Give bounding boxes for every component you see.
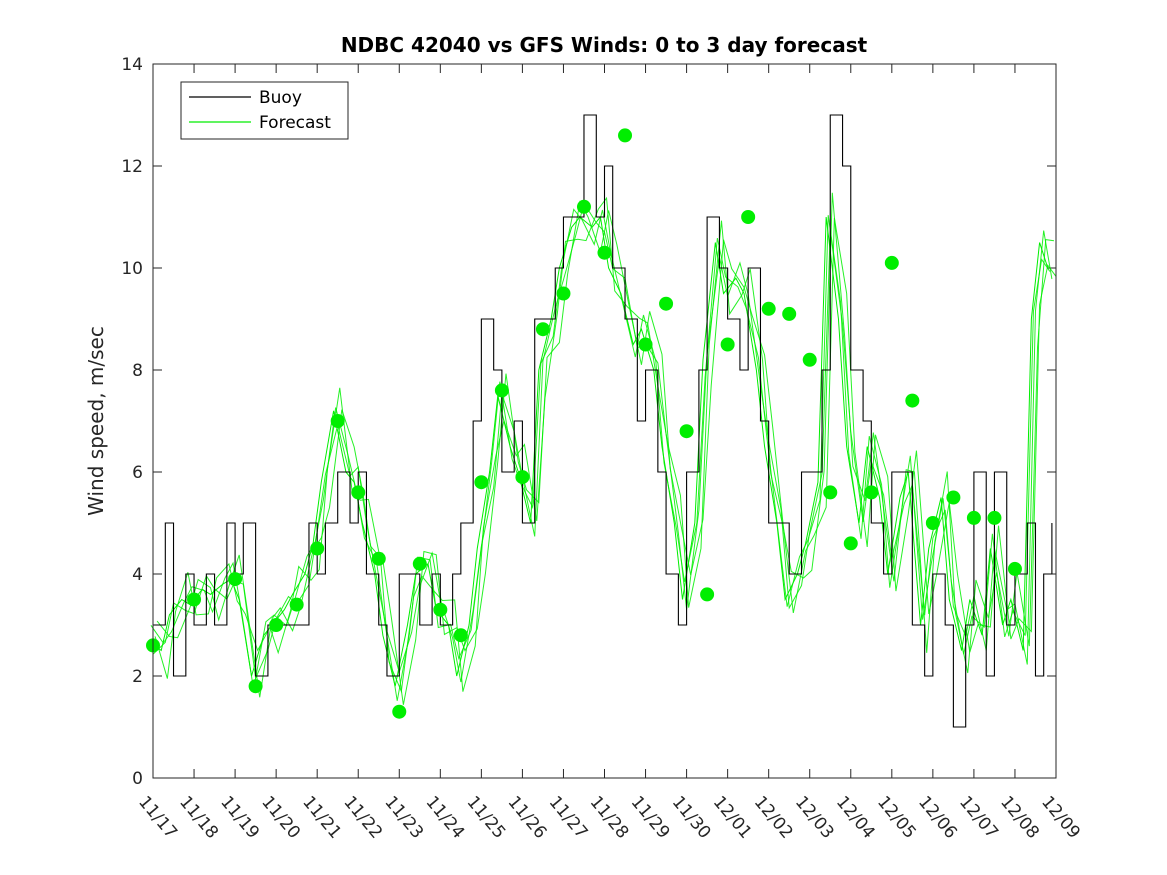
- analysis-point: [987, 510, 1002, 525]
- analysis-point: [843, 536, 858, 551]
- x-tick-label: 11/27: [545, 792, 592, 842]
- analysis-point: [371, 551, 386, 566]
- x-tick-label: 11/17: [134, 792, 181, 842]
- y-tick-label: 4: [132, 565, 143, 585]
- x-tick-label: 12/03: [791, 792, 838, 842]
- analysis-point: [453, 628, 468, 643]
- x-tick-label: 12/07: [955, 792, 1002, 842]
- forecast-run-4: [154, 192, 1055, 694]
- plot-area: 0246810121411/1711/1811/1911/2011/2111/2…: [121, 55, 1084, 843]
- analysis-point: [310, 541, 325, 556]
- legend-buoy-label: Buoy: [259, 88, 302, 108]
- analysis-point: [720, 337, 735, 352]
- analysis-point: [1007, 561, 1022, 576]
- x-tick-label: 12/04: [832, 792, 879, 842]
- x-tick-label: 11/19: [216, 792, 263, 842]
- x-tick-label: 11/26: [504, 792, 551, 842]
- analysis-point: [494, 383, 509, 398]
- x-tick-label: 11/22: [339, 792, 386, 842]
- legend: Buoy Forecast: [180, 81, 349, 140]
- x-tick-label: 12/09: [1037, 792, 1084, 842]
- analysis-point: [884, 255, 899, 270]
- analysis-point: [556, 286, 571, 301]
- legend-forecast-label: Forecast: [259, 113, 331, 133]
- analysis-point: [700, 587, 715, 602]
- analysis-point: [823, 485, 838, 500]
- analysis-point: [782, 306, 797, 321]
- analysis-point: [802, 352, 817, 367]
- x-tick-label: 12/05: [873, 792, 920, 842]
- analysis-point: [864, 485, 879, 500]
- analysis-point: [330, 414, 345, 428]
- analysis-point: [412, 556, 427, 571]
- y-tick-label: 0: [132, 769, 143, 789]
- analysis-point: [679, 424, 694, 439]
- analysis-point: [741, 210, 756, 224]
- x-tick-label: 12/02: [750, 792, 797, 842]
- analysis-point: [761, 301, 776, 316]
- y-tick-label: 12: [121, 157, 143, 177]
- x-tick-label: 11/20: [257, 792, 304, 842]
- analysis-point: [228, 572, 243, 587]
- analysis-point: [351, 485, 366, 500]
- analysis-point: [638, 337, 653, 352]
- analysis-point: [659, 296, 674, 311]
- analysis-point: [474, 475, 489, 490]
- analysis-point: [946, 490, 961, 505]
- x-tick-label: 12/08: [996, 792, 1043, 842]
- chart-title: NDBC 42040 vs GFS Winds: 0 to 3 day fore…: [341, 33, 868, 57]
- x-tick-label: 11/24: [421, 792, 468, 842]
- x-tick-label: 12/01: [709, 792, 756, 842]
- x-tick-label: 11/21: [298, 792, 345, 842]
- x-tick-label: 11/18: [175, 792, 222, 842]
- analysis-point: [905, 393, 920, 408]
- analysis-point: [289, 597, 304, 612]
- y-tick-label: 2: [132, 667, 143, 687]
- analysis-point: [925, 516, 940, 530]
- analysis-point: [248, 679, 263, 694]
- x-tick-label: 11/28: [586, 792, 633, 842]
- analysis-point: [515, 470, 530, 485]
- analysis-point: [433, 602, 448, 617]
- y-tick-label: 6: [132, 463, 143, 483]
- axes-frame: [152, 63, 1057, 779]
- analysis-point: [269, 618, 284, 632]
- x-tick-label: 11/30: [668, 792, 715, 842]
- buoy-line: [153, 114, 1053, 728]
- x-tick-label: 12/06: [914, 792, 961, 842]
- x-tick-label: 11/23: [380, 792, 427, 842]
- analysis-point: [597, 245, 612, 260]
- analysis-point: [392, 704, 407, 719]
- x-tick-label: 11/29: [627, 792, 674, 842]
- y-tick-label: 10: [121, 259, 143, 279]
- y-axis-label: Wind speed, m/sec: [84, 326, 108, 516]
- legend-box: [180, 81, 349, 140]
- analysis-point: [576, 199, 591, 214]
- x-tick-label: 11/25: [463, 792, 510, 842]
- y-tick-label: 8: [132, 361, 143, 381]
- analysis-point: [618, 128, 633, 143]
- analysis-point: [535, 322, 550, 337]
- y-tick-label: 14: [121, 55, 143, 75]
- analysis-point: [966, 510, 981, 525]
- analysis-point: [187, 592, 202, 607]
